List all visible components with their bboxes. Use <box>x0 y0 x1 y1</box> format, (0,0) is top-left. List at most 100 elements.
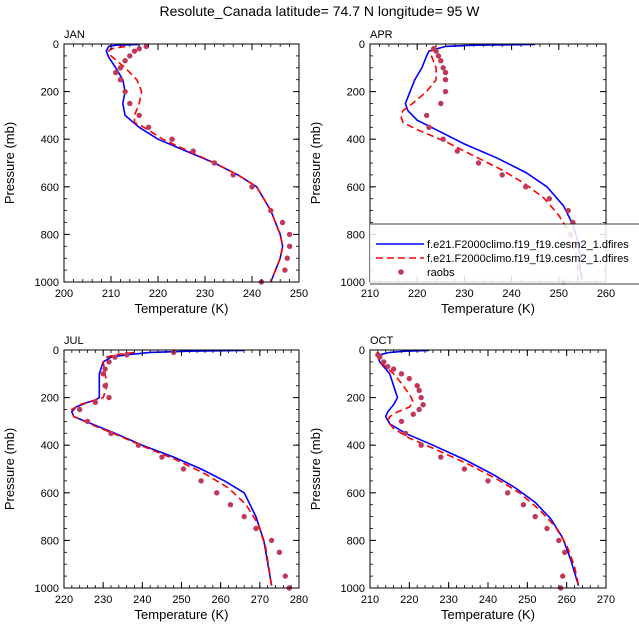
raobs-point <box>499 172 505 178</box>
raobs-point <box>461 466 468 472</box>
raobs-point <box>423 112 430 119</box>
raobs-point <box>520 502 527 508</box>
raobs-point <box>143 43 149 50</box>
x-axis-title: Temperature (K) <box>441 607 535 622</box>
raobs-point <box>416 387 422 394</box>
x-tick-label: 240 <box>243 288 261 300</box>
raobs-point <box>442 88 449 95</box>
x-tick-label: 240 <box>133 594 151 606</box>
x-tick-label: 220 <box>408 288 426 300</box>
raobs-point <box>418 442 424 448</box>
raobs-point <box>253 525 259 532</box>
x-axis-title: Temperature (K) <box>135 301 229 316</box>
raobs-point <box>402 430 409 436</box>
y-axis-title: Pressure (mb) <box>308 122 323 204</box>
raobs-point <box>440 65 446 71</box>
y-tick-label: 600 <box>347 488 365 500</box>
legend-entry: raobs <box>398 267 455 279</box>
raobs-markers <box>76 349 292 591</box>
model-line-solid <box>70 350 273 586</box>
y-tick-label: 400 <box>41 440 59 452</box>
y-tick-label: 600 <box>41 488 59 500</box>
raobs-point <box>113 69 119 76</box>
raobs-point <box>122 88 128 95</box>
raobs-point <box>433 48 439 54</box>
raobs-point <box>546 196 553 202</box>
raobs-point <box>435 53 442 59</box>
raobs-point <box>169 136 175 142</box>
y-tick-label: 800 <box>41 229 59 241</box>
raobs-point <box>406 375 413 382</box>
raobs-point <box>398 371 405 377</box>
raobs-point <box>136 46 142 52</box>
legend: f.e21.F2000climo.f19_f19.cesm2_1.dfiresf… <box>370 223 639 285</box>
raobs-point <box>180 466 187 472</box>
raobs-point <box>122 57 128 64</box>
x-tick-label: 220 <box>149 288 167 300</box>
raobs-point <box>279 219 286 226</box>
panel-oct: 210 220 230 240 250 260 270 0 200 400 600 800 1000 Te… <box>308 335 615 622</box>
raobs-point <box>556 537 562 544</box>
raobs-point <box>410 411 416 417</box>
panels-group: 200 210 220 230 240 250 0 200 400 600 800 1000 Tempe… <box>2 29 615 622</box>
x-tick-label: 210 <box>102 288 120 300</box>
model-line-solid <box>105 44 284 282</box>
raobs-point <box>276 549 283 555</box>
legend-label: f.e21.F2000climo.f19_f19.cesm2_1.dfires <box>427 239 629 251</box>
legend-entry: f.e21.F2000climo.f19_f19.cesm2_1.dfires <box>376 239 629 251</box>
model-line-dashed <box>70 351 273 586</box>
raobs-point <box>414 383 420 389</box>
raobs-point <box>284 255 290 261</box>
raobs-point <box>418 394 424 401</box>
raobs-point <box>123 352 130 358</box>
model-line-solid <box>376 350 580 586</box>
model-line-dashed <box>107 45 284 282</box>
raobs-point <box>198 478 204 484</box>
x-tick-label: 200 <box>55 288 73 300</box>
raobs-point <box>560 573 566 579</box>
raobs-point <box>440 136 446 142</box>
plot-frame <box>63 43 300 283</box>
raobs-point <box>475 160 482 166</box>
x-tick-label: 230 <box>455 288 473 300</box>
y-axis-title: Pressure (mb) <box>308 428 323 510</box>
raobs-point <box>438 57 444 64</box>
y-tick-label: 1000 <box>341 583 365 595</box>
raobs-point <box>286 231 293 238</box>
raobs-point <box>249 184 255 190</box>
legend-label: f.e21.F2000climo.f19_f19.cesm2_1.dfires <box>427 253 629 265</box>
panel-month-label: APR <box>370 29 393 41</box>
raobs-point <box>523 184 529 190</box>
x-axis-title: Temperature (K) <box>135 607 229 622</box>
y-axis-title: Pressure (mb) <box>2 122 17 204</box>
raobs-point <box>227 502 234 508</box>
y-tick-label: 800 <box>41 535 59 547</box>
x-tick-label: 260 <box>557 594 575 606</box>
raobs-point <box>377 354 383 360</box>
y-axis-title: Pressure (mb) <box>2 428 17 510</box>
raobs-point <box>268 537 275 544</box>
raobs-point <box>214 490 220 496</box>
panel-month-label: JAN <box>64 29 85 41</box>
raobs-point <box>241 513 247 520</box>
raobs-point <box>268 207 274 214</box>
panel-month-label: JUL <box>64 335 84 347</box>
raobs-point <box>282 573 288 579</box>
x-tick-label: 270 <box>251 594 269 606</box>
y-tick-label: 800 <box>347 229 365 241</box>
raobs-point <box>562 549 568 555</box>
panel-jul: 220 230 240 250 260 270 280 0 200 400 600 800 1000 Te… <box>2 335 308 622</box>
raobs-point <box>282 267 288 273</box>
raobs-point <box>117 65 124 71</box>
x-tick-label: 250 <box>172 594 190 606</box>
raobs-point <box>454 148 461 154</box>
model-line-dashed <box>376 354 580 586</box>
y-tick-label: 200 <box>41 393 59 405</box>
y-tick-label: 600 <box>347 182 365 194</box>
raobs-point <box>420 402 426 408</box>
y-tick-label: 0 <box>359 345 365 357</box>
raobs-point <box>145 124 152 130</box>
raobs-point <box>112 354 118 360</box>
raobs-point <box>136 112 142 119</box>
